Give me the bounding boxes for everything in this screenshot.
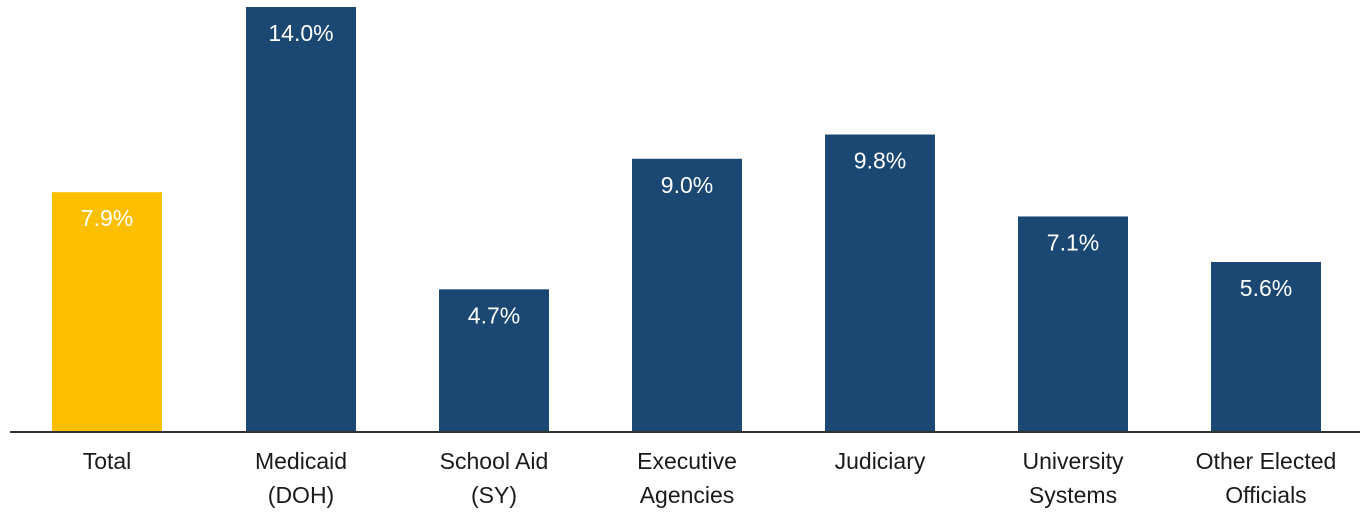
x-tick-label-6: Other Elected Officials <box>1196 448 1337 508</box>
data-label-2: 4.7% <box>468 302 520 328</box>
data-label-3: 9.0% <box>661 172 713 198</box>
x-tick-label-2: School Aid (SY) <box>440 448 549 508</box>
x-tick-label-1: Medicaid (DOH) <box>255 448 347 508</box>
x-tick-label-3: Executive Agencies <box>637 448 737 508</box>
x-tick-label-4: Judiciary <box>835 448 926 474</box>
data-label-0: 7.9% <box>81 205 133 231</box>
bar-5 <box>1018 216 1128 432</box>
bar-6 <box>1211 262 1321 432</box>
x-tick-label-5: University Systems <box>1023 448 1124 508</box>
bar-3 <box>632 158 742 433</box>
x-tick-label-0: Total <box>83 448 132 474</box>
data-label-6: 5.6% <box>1240 275 1292 301</box>
data-label-5: 7.1% <box>1047 229 1099 255</box>
bar-0 <box>52 192 162 432</box>
data-label-1: 14.0% <box>268 20 333 46</box>
bar-4 <box>825 134 935 432</box>
bar-2 <box>439 289 549 432</box>
data-label-4: 9.8% <box>854 148 906 174</box>
bar-1 <box>246 7 356 432</box>
